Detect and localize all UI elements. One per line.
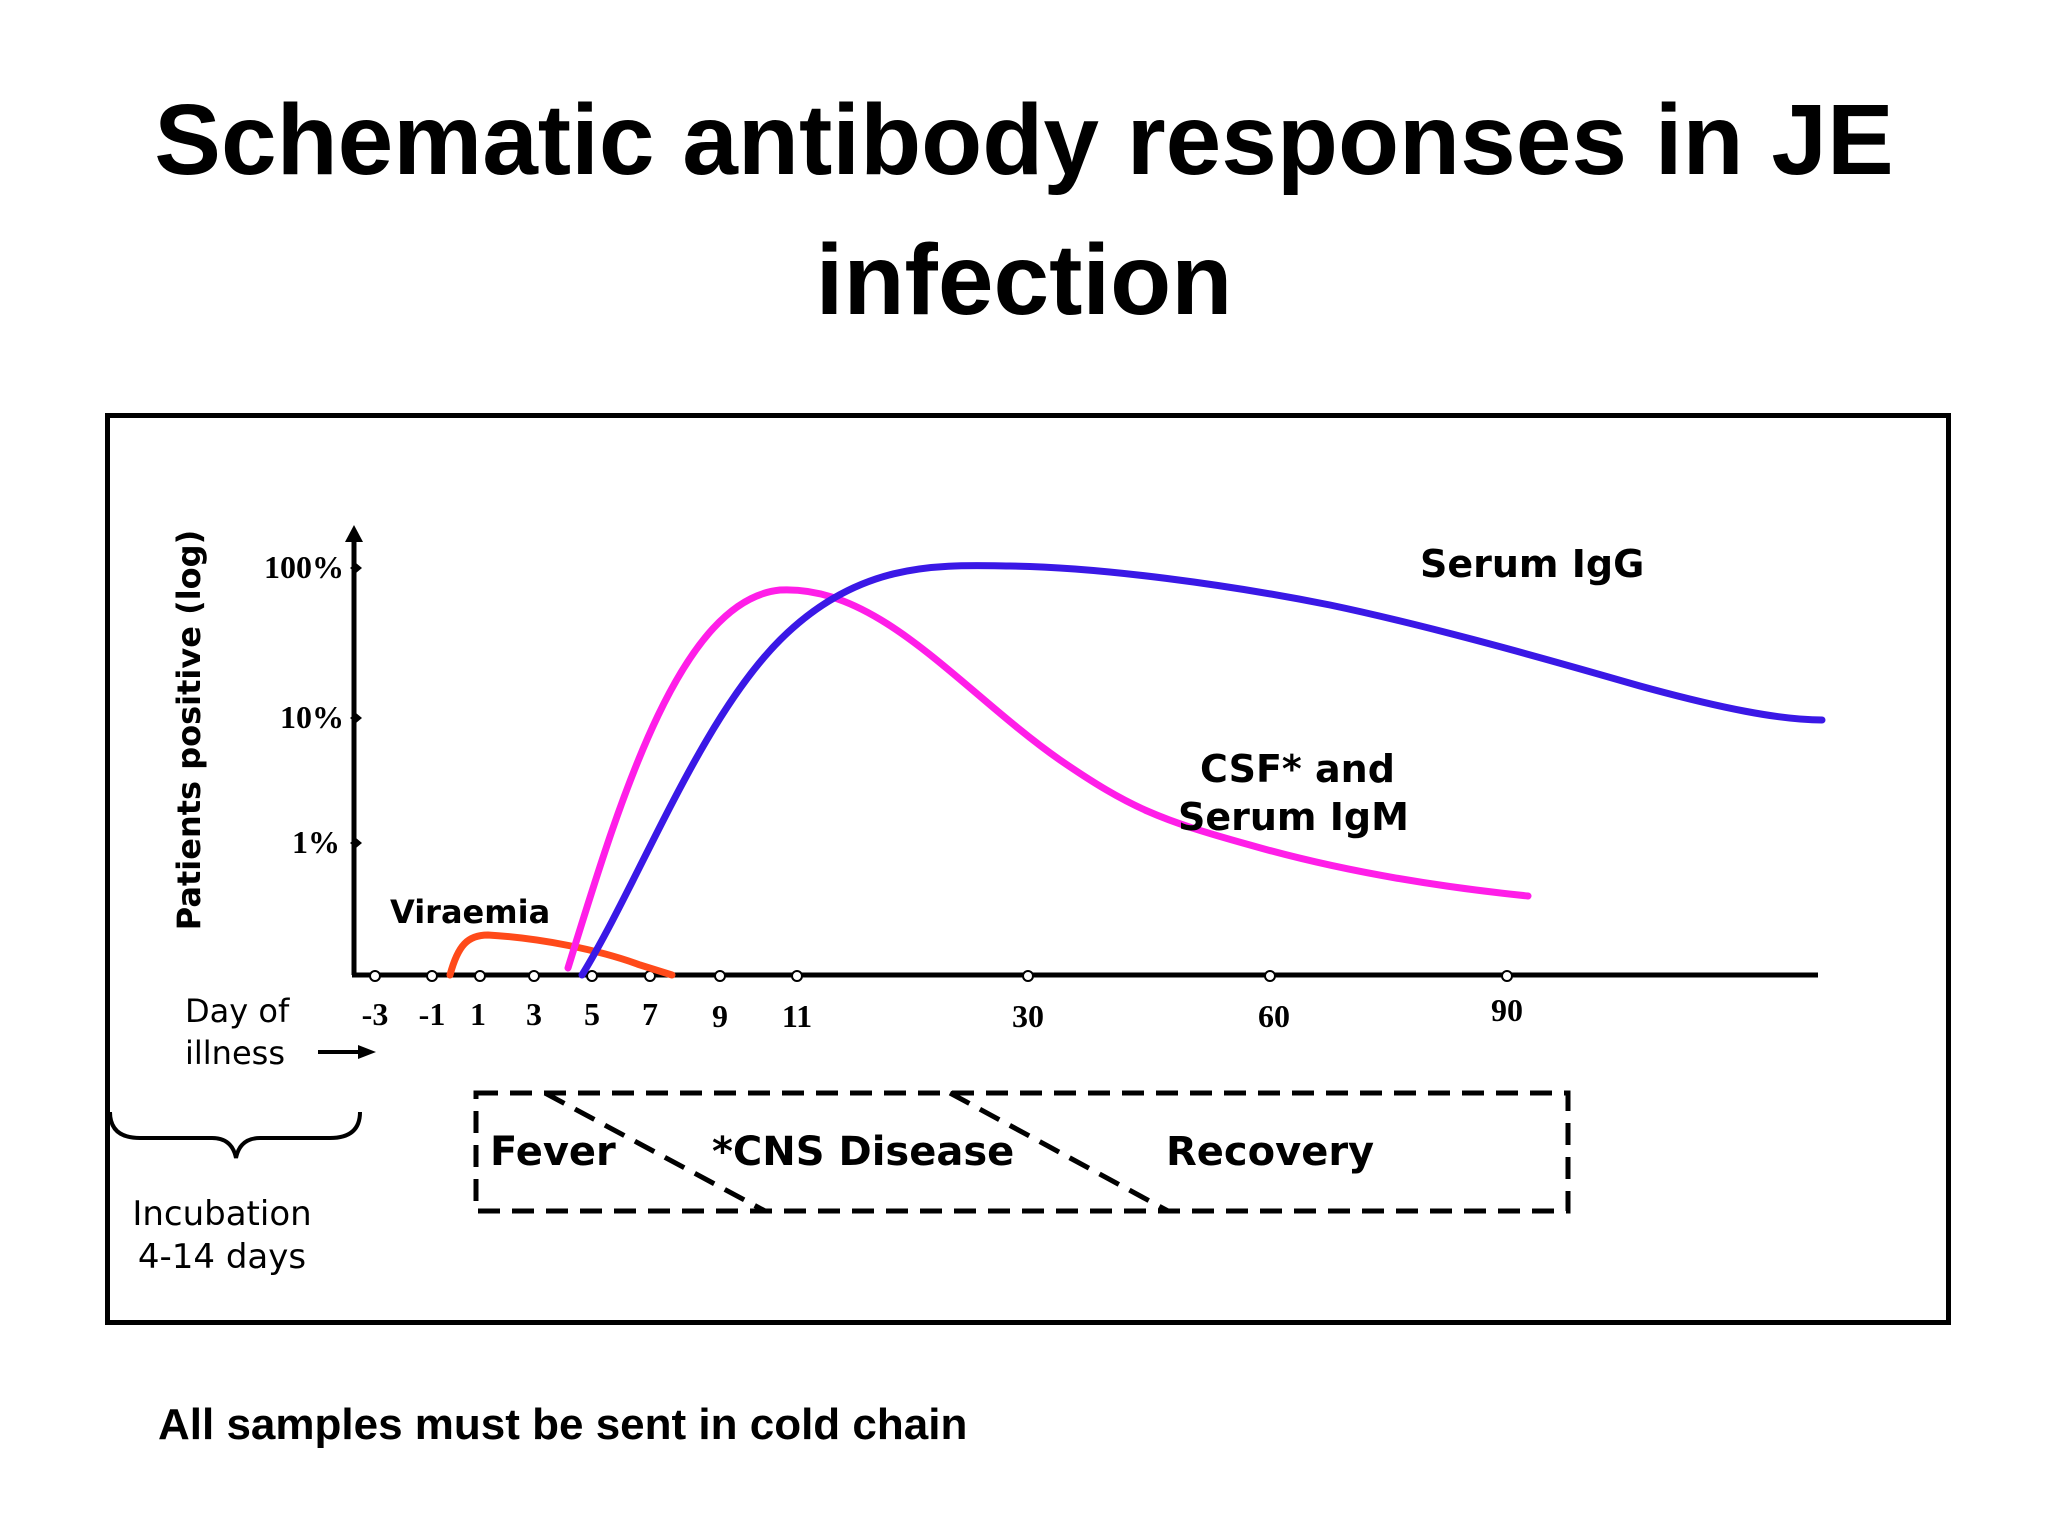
x-axis-label-line1: Day of [185, 992, 290, 1030]
x-tick-label-9: 9 [712, 998, 728, 1034]
label-igm-line2: Serum IgM [1178, 795, 1409, 839]
x-tick-mark-9 [714, 970, 726, 982]
x-tick-mark-m3 [369, 970, 381, 982]
x-axis-label-line2: illness [185, 1034, 285, 1072]
title-line-2: infection [815, 224, 1233, 336]
y-tick-label-1: 1% [292, 824, 340, 860]
x-tick-label-3: 3 [526, 996, 542, 1032]
phase-box [473, 1090, 1571, 1214]
x-tick-label-5: 5 [584, 996, 600, 1032]
y-tick-label-100: 100% [264, 549, 344, 585]
x-tick-label-m1: -1 [419, 996, 446, 1032]
y-tick-100 [350, 563, 362, 573]
x-tick-label-m3: -3 [362, 996, 389, 1032]
x-tick-label-1: 1 [470, 996, 486, 1032]
phase-divider-2 [948, 1090, 1170, 1214]
footer-note: All samples must be sent in cold chain [158, 1400, 968, 1449]
incubation-label-line2: 4-14 days [138, 1237, 306, 1277]
series-igg [578, 562, 1826, 979]
incubation-brace [108, 1111, 362, 1159]
label-igm-line1: CSF* and [1200, 747, 1395, 791]
x-tick-mark-1 [474, 970, 486, 982]
x-tick-mark-60 [1264, 970, 1276, 982]
y-tick-label-10: 10% [280, 699, 344, 735]
x-tick-mark-30 [1022, 970, 1034, 982]
label-igg: Serum IgG [1420, 542, 1644, 586]
phase-recovery: Recovery [1166, 1129, 1374, 1175]
phase-divider-1 [543, 1090, 767, 1214]
x-tick-mark-3 [528, 970, 540, 982]
x-tick-label-7: 7 [642, 996, 658, 1032]
y-axis-label: Patients positive (log) [170, 530, 208, 930]
x-tick-marks [369, 970, 1513, 982]
x-tick-label-60: 60 [1258, 998, 1290, 1034]
phase-cns-disease: *CNS Disease [712, 1129, 1014, 1175]
incubation-label-line1: Incubation [132, 1194, 311, 1234]
x-tick-mark-90 [1501, 970, 1513, 982]
series-viraemia [446, 931, 676, 979]
title-line-1: Schematic antibody responses in JE [154, 84, 1894, 196]
x-tick-label-90: 90 [1491, 992, 1523, 1028]
y-tick-1 [350, 838, 362, 848]
y-axis-arrow [345, 525, 363, 542]
phase-fever: Fever [490, 1129, 616, 1175]
x-axis-label-arrow-head [358, 1045, 376, 1059]
x-tick-mark-11 [791, 970, 803, 982]
y-tick-10 [350, 713, 362, 723]
x-tick-label-30: 30 [1012, 998, 1044, 1034]
label-viraemia: Viraemia [390, 893, 550, 931]
x-tick-label-11: 11 [782, 998, 812, 1034]
x-tick-mark-m1 [426, 970, 438, 982]
slide-title: Schematic antibody responses in JE infec… [0, 70, 2048, 350]
series-igm [564, 586, 1532, 972]
figure-frame [105, 413, 1951, 1325]
x-tick-mark-5 [586, 970, 598, 982]
